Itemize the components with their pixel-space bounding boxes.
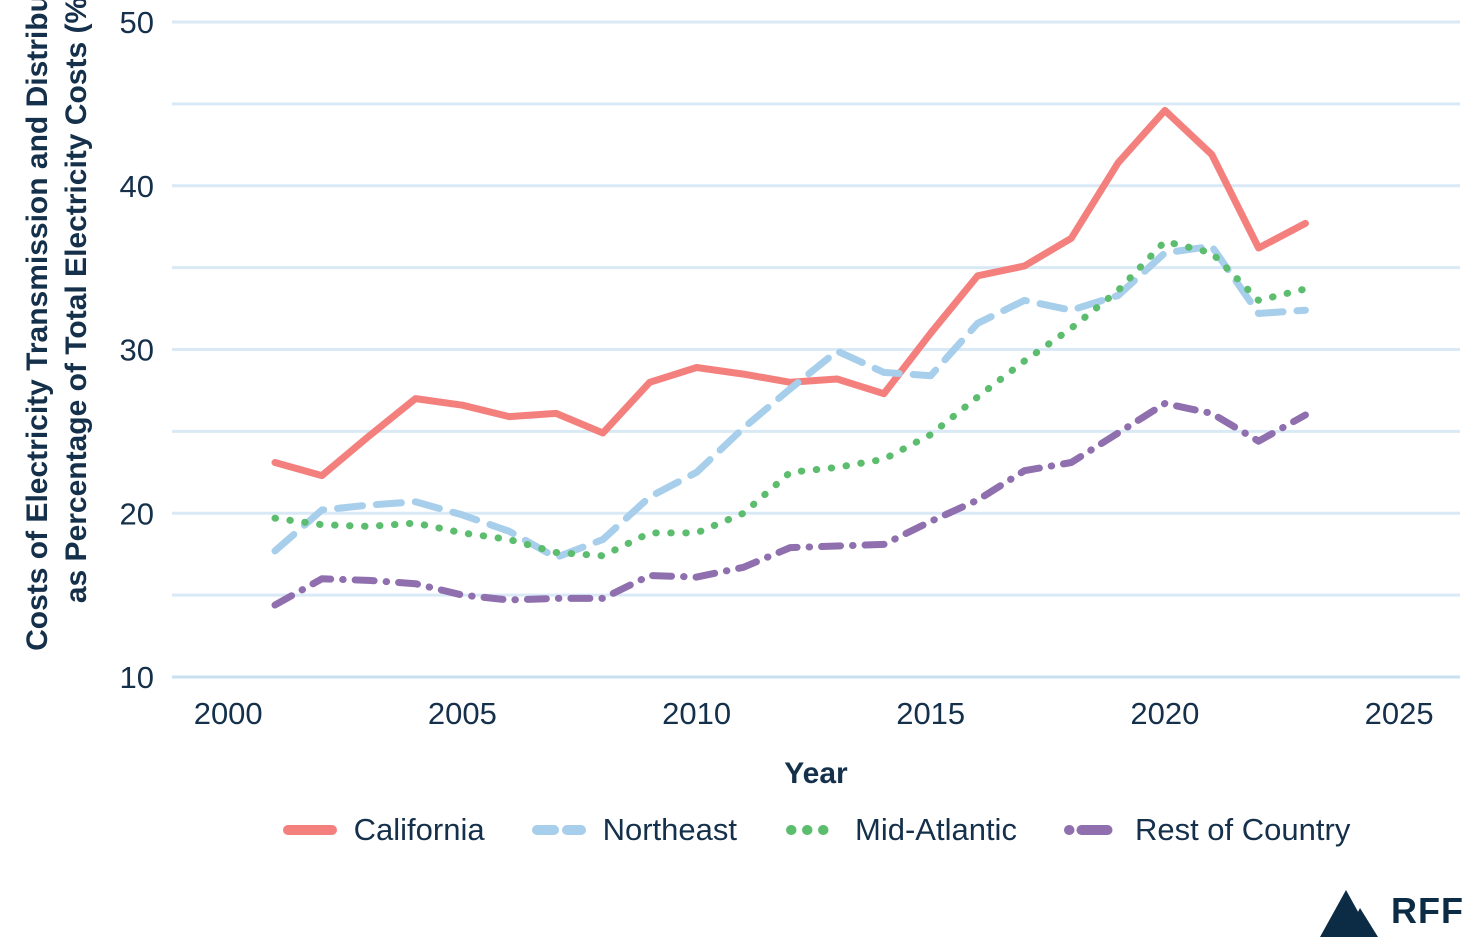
y-axis-title: Costs of Electricity Transmission and Di… xyxy=(18,0,96,651)
y-tick-label: 50 xyxy=(120,5,154,40)
series-line-northeast xyxy=(271,242,1309,561)
x-tick-label: 2020 xyxy=(1130,696,1199,731)
x-tick-label: 2010 xyxy=(662,696,731,731)
x-tick-label: 2015 xyxy=(896,696,965,731)
y-axis-title-line1: Costs of Electricity Transmission and Di… xyxy=(21,0,54,651)
y-axis-title-line2: as Percentage of Total Electricity Costs… xyxy=(60,0,93,604)
x-axis-title: Year xyxy=(784,757,848,790)
series-line-rest-of-country xyxy=(271,400,1309,609)
legend-swatch-solid-line-icon xyxy=(282,825,337,835)
legend: California Northeast Mid-Atlantic Rest o… xyxy=(172,812,1460,848)
series-line-mid-atlantic xyxy=(271,237,1309,560)
x-tick-label: 2025 xyxy=(1365,696,1434,731)
legend-label: California xyxy=(353,812,485,847)
series-line-california xyxy=(271,106,1309,480)
y-tick-label: 30 xyxy=(120,333,154,368)
legend-label: Mid-Atlantic xyxy=(855,812,1017,847)
x-tick-label: 2000 xyxy=(194,696,263,731)
legend-item-rest-of-country: Rest of Country xyxy=(1063,812,1350,848)
y-tick-label: 40 xyxy=(120,169,154,204)
y-tick-label: 10 xyxy=(120,660,154,695)
legend-item-mid-atlantic: Mid-Atlantic xyxy=(783,812,1017,848)
legend-label: Northeast xyxy=(602,812,738,847)
mountain-icon xyxy=(1320,890,1379,937)
logo-text: RFF xyxy=(1391,890,1464,931)
line-chart: 10 20 30 40 50 2000 2005 2010 2015 2020 2025 xyxy=(120,5,1460,731)
rff-logo: RFF xyxy=(1320,885,1464,937)
legend-label: Rest of Country xyxy=(1134,812,1351,847)
y-tick-label: 20 xyxy=(120,496,154,531)
legend-swatch-dashdot-line-icon xyxy=(1063,825,1119,835)
legend-swatch-dotted-line-icon xyxy=(786,825,840,835)
legend-swatch-dashed-line-icon xyxy=(531,825,586,835)
legend-item-california: California xyxy=(282,812,485,848)
legend-item-northeast: Northeast xyxy=(531,812,737,848)
x-tick-label: 2005 xyxy=(428,696,497,731)
